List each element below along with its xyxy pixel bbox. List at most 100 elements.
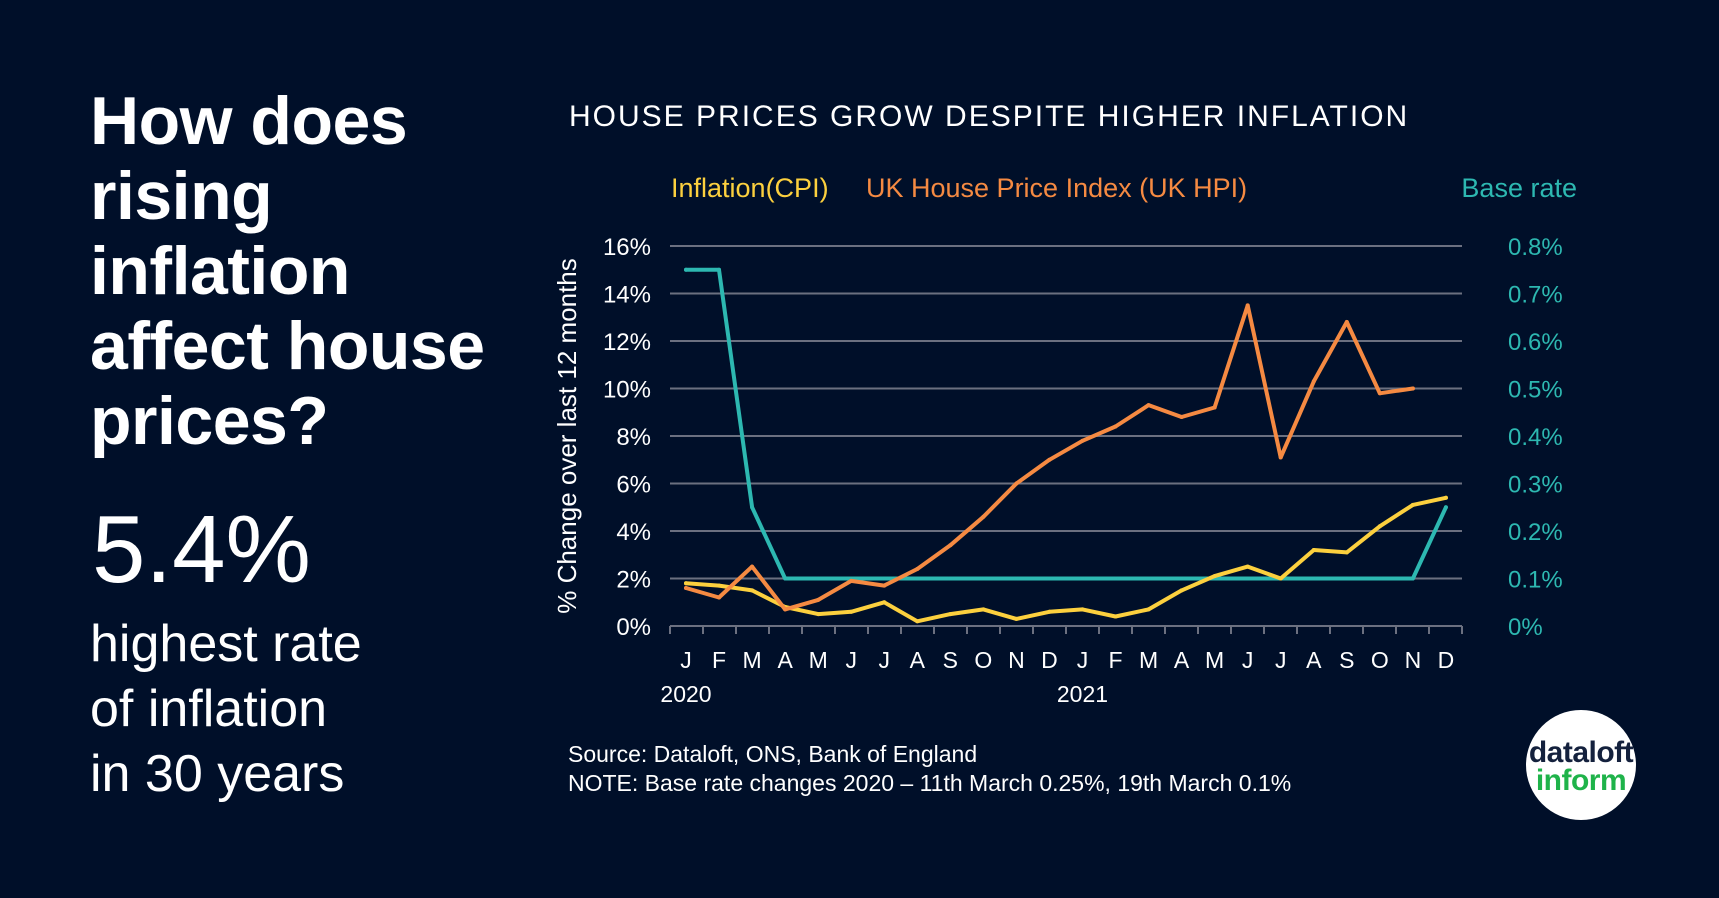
x-tick-label: O bbox=[1371, 647, 1389, 673]
headline: How does rising inflation affect house p… bbox=[90, 84, 530, 459]
data-point bbox=[783, 607, 788, 612]
x-tick-label: J bbox=[1077, 647, 1089, 673]
data-point bbox=[1080, 438, 1085, 443]
year-label: 2020 bbox=[660, 681, 711, 707]
data-point bbox=[1311, 379, 1316, 384]
data-point bbox=[1047, 609, 1052, 614]
data-point bbox=[750, 505, 755, 510]
x-tick-label: F bbox=[1108, 647, 1122, 673]
y2-tick-label: 0.7% bbox=[1508, 282, 1563, 309]
y-tick-label: 8% bbox=[616, 424, 651, 451]
x-tick-label: M bbox=[809, 647, 828, 673]
y-tick-label: 16% bbox=[603, 234, 651, 261]
legend-hpi: UK House Price Index (UK HPI) bbox=[866, 173, 1248, 203]
stat-caption-line: in 30 years bbox=[90, 745, 345, 803]
data-point bbox=[915, 567, 920, 571]
data-point bbox=[816, 597, 821, 602]
x-tick-label: A bbox=[1306, 647, 1322, 673]
logo-text-inform: inform bbox=[1535, 764, 1627, 797]
stat-caption-line: of inflation bbox=[90, 680, 328, 738]
y2-tick-label: 0.5% bbox=[1508, 377, 1563, 404]
y2-tick-label: 0% bbox=[1508, 614, 1543, 641]
x-tick-label: J bbox=[878, 647, 890, 673]
dataloft-logo: dataloft inform bbox=[1526, 710, 1636, 820]
data-point bbox=[1245, 576, 1250, 581]
y2-tick-label: 0.8% bbox=[1508, 234, 1563, 261]
data-point bbox=[1146, 403, 1151, 408]
data-point bbox=[1278, 455, 1283, 460]
y2-tick-label: 0.2% bbox=[1508, 519, 1563, 546]
data-point bbox=[717, 583, 722, 588]
data-point bbox=[948, 612, 953, 617]
x-tick-label: F bbox=[712, 647, 726, 673]
y-tick-label: 4% bbox=[616, 519, 651, 546]
x-tick-label: N bbox=[1405, 647, 1422, 673]
data-point bbox=[1212, 405, 1217, 410]
logo-text-dataloft: dataloft bbox=[1528, 736, 1634, 769]
data-point bbox=[849, 578, 854, 583]
series-line-uk-house-price-index-uk-hpi- bbox=[684, 303, 1415, 612]
data-point bbox=[783, 576, 788, 581]
headline-line: rising bbox=[90, 158, 273, 234]
big-stat: 5.4% bbox=[92, 496, 311, 603]
y2-tick-label: 0.6% bbox=[1508, 329, 1563, 356]
x-tick-label: N bbox=[1008, 647, 1025, 673]
data-point bbox=[849, 609, 854, 614]
data-point bbox=[1377, 391, 1382, 396]
data-point bbox=[948, 576, 953, 581]
y-tick-label: 0% bbox=[616, 614, 651, 641]
data-point bbox=[882, 583, 887, 588]
y-axis-label: % Change over last 12 months bbox=[552, 258, 582, 614]
y-tick-label: 10% bbox=[603, 377, 651, 404]
stat-caption: highest rate of inflation in 30 years bbox=[90, 612, 362, 807]
data-point bbox=[1410, 576, 1415, 581]
headline-line: prices? bbox=[90, 383, 329, 459]
data-point bbox=[1014, 481, 1019, 486]
data-point bbox=[1410, 502, 1415, 507]
x-tick-label: A bbox=[910, 647, 926, 673]
x-tick-label: S bbox=[943, 647, 958, 673]
source-note: Source: Dataloft, ONS, Bank of England N… bbox=[568, 740, 1291, 798]
data-point bbox=[981, 576, 986, 581]
data-point bbox=[717, 595, 722, 600]
x-tick-label: J bbox=[1275, 647, 1287, 673]
data-point bbox=[1179, 588, 1184, 593]
x-tick-label: J bbox=[680, 647, 692, 673]
data-point bbox=[816, 576, 821, 581]
data-point bbox=[1377, 524, 1382, 529]
data-point bbox=[1146, 607, 1151, 612]
data-point bbox=[1410, 386, 1415, 391]
headline-line: affect house bbox=[90, 308, 485, 384]
x-tick-label: S bbox=[1339, 647, 1354, 673]
data-point bbox=[915, 576, 920, 581]
data-point bbox=[1014, 576, 1019, 581]
data-point bbox=[684, 581, 688, 586]
data-point bbox=[882, 576, 887, 581]
data-point bbox=[1146, 576, 1151, 581]
y-tick-label: 14% bbox=[603, 282, 651, 309]
data-point bbox=[1344, 576, 1349, 581]
note-text: NOTE: Base rate changes 2020 – 11th Marc… bbox=[568, 770, 1292, 796]
data-point bbox=[1311, 548, 1316, 552]
x-tick-label: D bbox=[1438, 647, 1455, 673]
stat-caption-line: highest rate bbox=[90, 615, 362, 673]
headline-line: How does bbox=[90, 83, 408, 159]
y2-tick-label: 0.1% bbox=[1508, 567, 1563, 594]
data-point bbox=[1377, 576, 1382, 581]
data-point bbox=[1278, 576, 1283, 581]
x-tick-label: J bbox=[845, 647, 857, 673]
data-point bbox=[1179, 415, 1184, 419]
year-label: 2021 bbox=[1057, 681, 1108, 707]
data-point bbox=[1080, 607, 1085, 612]
x-tick-label: D bbox=[1041, 647, 1058, 673]
data-point bbox=[1113, 576, 1118, 581]
data-point bbox=[1179, 576, 1184, 581]
data-point bbox=[750, 588, 755, 593]
data-point bbox=[882, 600, 887, 605]
legend-base-rate: Base rate bbox=[1461, 173, 1577, 203]
data-point bbox=[750, 564, 755, 569]
data-point bbox=[1047, 576, 1052, 581]
data-point bbox=[1245, 303, 1250, 308]
data-point bbox=[717, 267, 722, 272]
y-tick-label: 6% bbox=[616, 472, 651, 499]
